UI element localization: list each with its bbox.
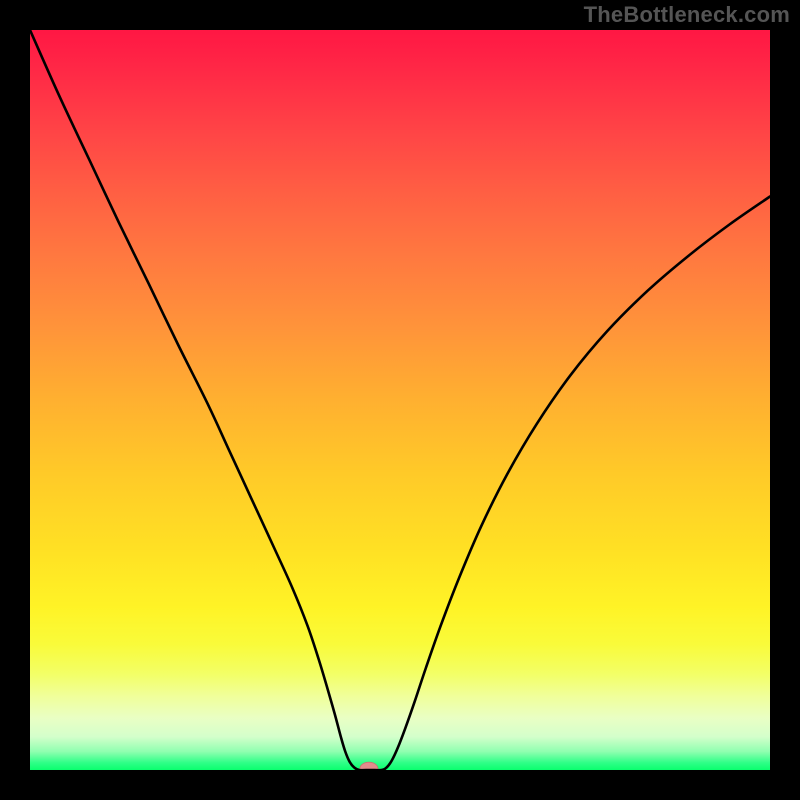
- plot-background: [30, 30, 770, 770]
- watermark-text: TheBottleneck.com: [584, 2, 790, 28]
- chart-svg: [0, 0, 800, 800]
- chart-stage: TheBottleneck.com: [0, 0, 800, 800]
